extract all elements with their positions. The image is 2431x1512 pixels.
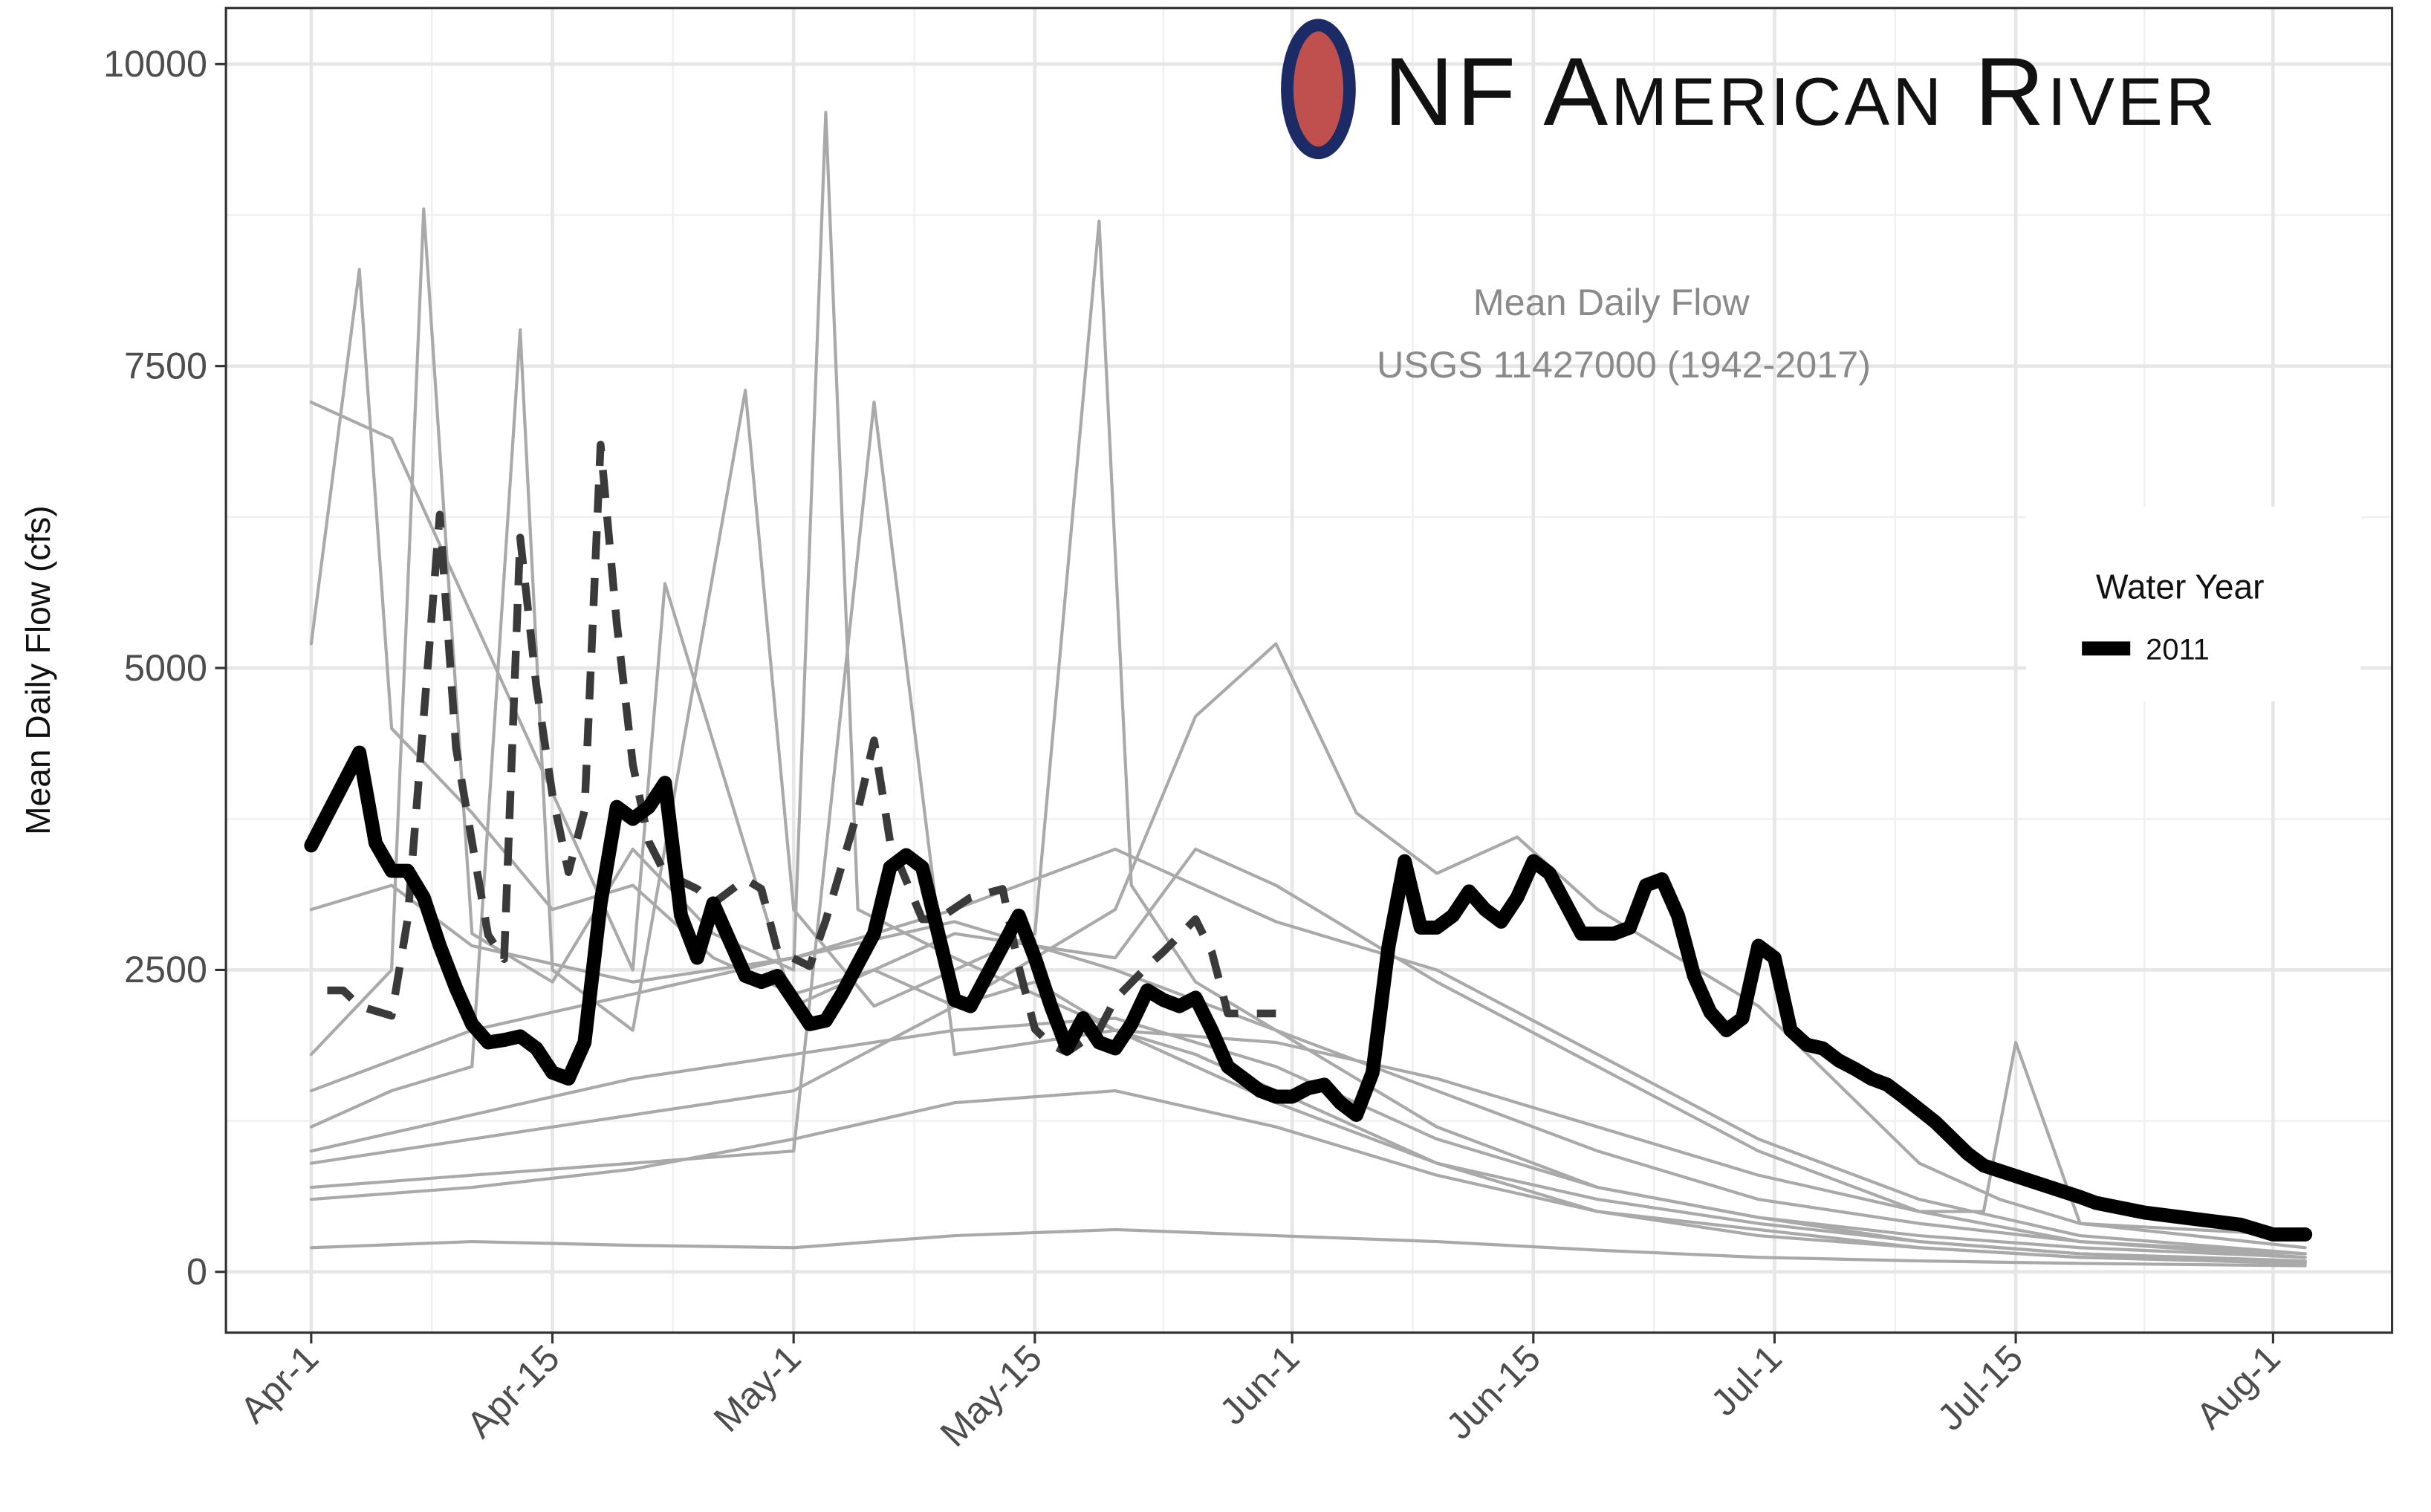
- legend-box: [2025, 506, 2361, 702]
- y-tick-label: 7500: [124, 344, 207, 386]
- subtitle: Mean Daily Flow: [1473, 281, 1750, 323]
- x-tick-label: Jul-15: [1929, 1337, 2031, 1438]
- x-tick-label: May-15: [932, 1337, 1050, 1455]
- background-line: [309, 400, 2307, 1259]
- y-tick-label: 0: [186, 1250, 207, 1293]
- background-line: [327, 441, 1276, 1057]
- background-line: [309, 1016, 2307, 1259]
- legend-title: Water Year: [2096, 568, 2264, 606]
- background-line: [309, 267, 2307, 1264]
- x-tick-label: Jun-1: [1211, 1337, 1307, 1432]
- y-tick-label: 10000: [103, 42, 207, 85]
- subtitle: USGS 11427000 (1942-2017): [1377, 343, 1871, 386]
- plot-border: [224, 7, 2394, 1334]
- x-tick-label: Jun-15: [1438, 1337, 1548, 1447]
- lines: [304, 111, 2313, 1268]
- y-tick-label: 5000: [124, 646, 207, 689]
- background-line: [309, 1088, 2307, 1264]
- x-tick-label: Apr-15: [458, 1337, 568, 1446]
- x-tick-label: May-1: [705, 1337, 808, 1440]
- x-tick-label: Aug-1: [2187, 1337, 2288, 1437]
- chart-title: NF American River: [1384, 37, 2218, 146]
- legend: Water Year 2011: [2025, 506, 2361, 702]
- legend-label: 2011: [2146, 633, 2210, 666]
- background-line: [309, 847, 2307, 1256]
- y-axis-label: Mean Daily Flow (cfs): [19, 505, 57, 834]
- background-line: [309, 1227, 2307, 1268]
- series-line: [304, 745, 2313, 1242]
- x-tick-label: Jul-1: [1702, 1337, 1789, 1424]
- y-tick-label: 2500: [124, 948, 207, 990]
- background-line: [309, 920, 2307, 1256]
- background-line: [309, 642, 2307, 1238]
- logo: [1281, 19, 1356, 160]
- x-tick-label: Apr-1: [232, 1337, 326, 1431]
